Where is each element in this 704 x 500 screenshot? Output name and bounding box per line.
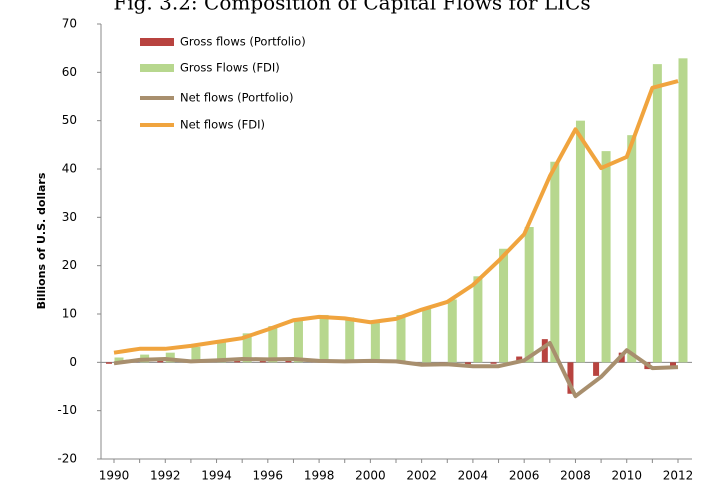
y-tick-label: 30: [62, 210, 77, 224]
x-tick-label: 2010: [611, 469, 642, 483]
bar: [541, 339, 548, 363]
bar: [524, 227, 534, 363]
bar: [345, 317, 355, 363]
bar: [217, 340, 227, 363]
bar: [567, 362, 574, 394]
legend-label: Gross Flows (FDI): [180, 61, 280, 75]
bar: [396, 314, 406, 363]
bar: [499, 248, 509, 363]
y-tick-label: 40: [62, 162, 77, 176]
bar: [242, 333, 252, 363]
y-tick-label: 10: [62, 307, 77, 321]
y-tick-label: 70: [62, 17, 77, 31]
x-tick-label: 2002: [406, 469, 437, 483]
y-tick-label: 0: [69, 355, 77, 369]
x-tick-label: 2008: [560, 469, 591, 483]
legend-swatch: [140, 38, 174, 46]
chart-title: Fig. 3.2: Composition of Capital Flows f…: [113, 0, 590, 15]
bar: [319, 314, 329, 363]
x-tick-label: 1994: [201, 469, 232, 483]
bar: [370, 320, 380, 363]
x-tick-label: 2000: [355, 469, 386, 483]
bar: [550, 161, 560, 363]
x-tick-label: 2004: [458, 469, 489, 483]
y-tick-label: -10: [57, 403, 77, 417]
bar: [652, 64, 662, 363]
bar: [473, 276, 483, 363]
legend-label: Gross flows (Portfolio): [180, 35, 306, 49]
x-tick-label: 1990: [99, 469, 130, 483]
legend-label: Net flows (FDI): [180, 118, 265, 132]
x-tick-label: 1998: [304, 469, 335, 483]
bar: [516, 356, 523, 363]
y-tick-label: 60: [62, 65, 77, 79]
bar: [447, 299, 457, 363]
bar: [106, 362, 112, 364]
x-tick-label: 1992: [150, 469, 181, 483]
bar: [575, 120, 585, 363]
bar: [422, 308, 432, 363]
bar: [293, 318, 303, 363]
bar: [670, 362, 676, 368]
bar: [593, 362, 600, 376]
bar: [678, 58, 688, 363]
bar: [268, 326, 278, 363]
x-tick-label: 1996: [253, 469, 284, 483]
x-tick-label: 2012: [663, 469, 694, 483]
bar: [114, 357, 124, 363]
line: [113, 79, 679, 355]
line: [113, 341, 679, 399]
bar: [627, 135, 637, 363]
y-tick-label: 20: [62, 258, 77, 272]
bar: [490, 362, 497, 364]
x-tick-label: 2006: [509, 469, 540, 483]
bar: [601, 151, 611, 363]
bar: [464, 362, 471, 365]
y-tick-label: 50: [62, 113, 77, 127]
legend-label: Net flows (Portfolio): [180, 91, 293, 105]
y-tick-label: -20: [57, 452, 77, 466]
legend-swatch: [140, 64, 174, 72]
y-axis-label: Billions of U.S. dollars: [35, 172, 48, 309]
bar: [191, 346, 201, 363]
